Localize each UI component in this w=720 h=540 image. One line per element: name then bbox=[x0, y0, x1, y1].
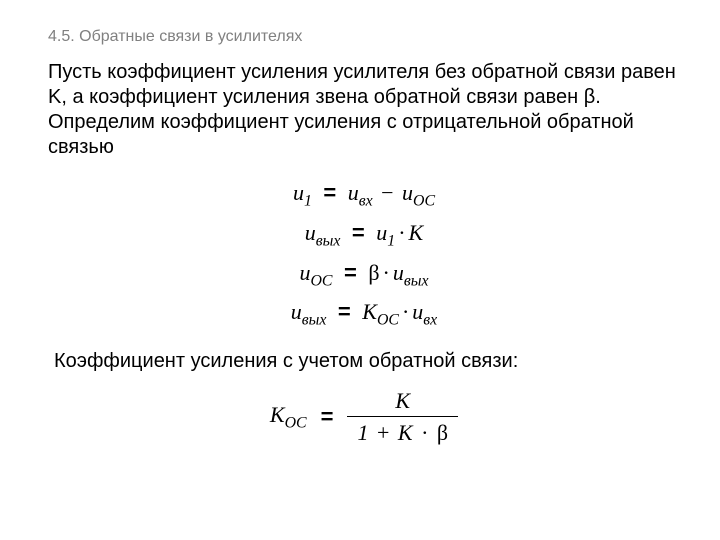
dot-sign: · bbox=[395, 220, 408, 245]
var-K: K bbox=[270, 402, 285, 427]
sub-1: 1 bbox=[304, 192, 312, 209]
minus-sign: − bbox=[378, 180, 396, 205]
sub-vx: вх bbox=[359, 192, 373, 209]
sub-oc: ОС bbox=[377, 312, 399, 329]
const-1: 1 bbox=[357, 420, 368, 445]
var-K: K bbox=[409, 220, 424, 245]
dot-sign: · bbox=[380, 260, 393, 285]
var-u: u bbox=[376, 220, 387, 245]
equals-sign: = bbox=[338, 260, 363, 285]
var-u: u bbox=[348, 180, 359, 205]
section-heading: 4.5. Обратные связи в усилителях bbox=[48, 28, 680, 46]
plus-sign: + bbox=[374, 420, 392, 445]
var-u: u bbox=[412, 299, 423, 324]
equation-2: uвых = u1·K bbox=[48, 218, 680, 252]
sub-vyx: вых bbox=[316, 232, 341, 249]
dot-sign: · bbox=[418, 420, 431, 445]
numerator-K: K bbox=[395, 388, 410, 413]
equation-koc: KОС = K 1 + K · β bbox=[48, 388, 680, 446]
var-u: u bbox=[393, 260, 404, 285]
var-u: u bbox=[291, 299, 302, 324]
sub-oc: ОС bbox=[413, 192, 435, 209]
var-beta: β bbox=[368, 260, 379, 285]
equation-3: uОС = β·uвых bbox=[48, 258, 680, 292]
equation-1: u1 = uвх − uОС bbox=[48, 178, 680, 212]
equals-sign: = bbox=[332, 299, 357, 324]
equation-block: u1 = uвх − uОС uвых = u1·K uОС = β·uвых … bbox=[48, 178, 680, 331]
sub-1: 1 bbox=[387, 232, 395, 249]
sub-vyx: вых bbox=[302, 312, 327, 329]
result-paragraph: Коэффициент усиления с учетом обратной с… bbox=[54, 349, 680, 374]
sub-vyx: вых bbox=[404, 272, 429, 289]
intro-paragraph: Пусть коэффициент усиления усилителя без… bbox=[48, 60, 680, 160]
equation-4: uвых = KОС·uвх bbox=[48, 297, 680, 331]
sub-vx: вх bbox=[423, 312, 437, 329]
equals-sign: = bbox=[315, 404, 340, 430]
var-u: u bbox=[402, 180, 413, 205]
equals-sign: = bbox=[317, 180, 342, 205]
var-K: K bbox=[398, 420, 413, 445]
page-root: 4.5. Обратные связи в усилителях Пусть к… bbox=[0, 0, 720, 446]
sub-oc: ОС bbox=[285, 414, 307, 431]
fraction: K 1 + K · β bbox=[347, 388, 458, 446]
var-u: u bbox=[293, 180, 304, 205]
var-u: u bbox=[305, 220, 316, 245]
sub-oc: ОС bbox=[310, 272, 332, 289]
equals-sign: = bbox=[346, 220, 371, 245]
dot-sign: · bbox=[399, 299, 412, 324]
var-u: u bbox=[299, 260, 310, 285]
var-beta: β bbox=[437, 420, 448, 445]
var-K: K bbox=[362, 299, 377, 324]
